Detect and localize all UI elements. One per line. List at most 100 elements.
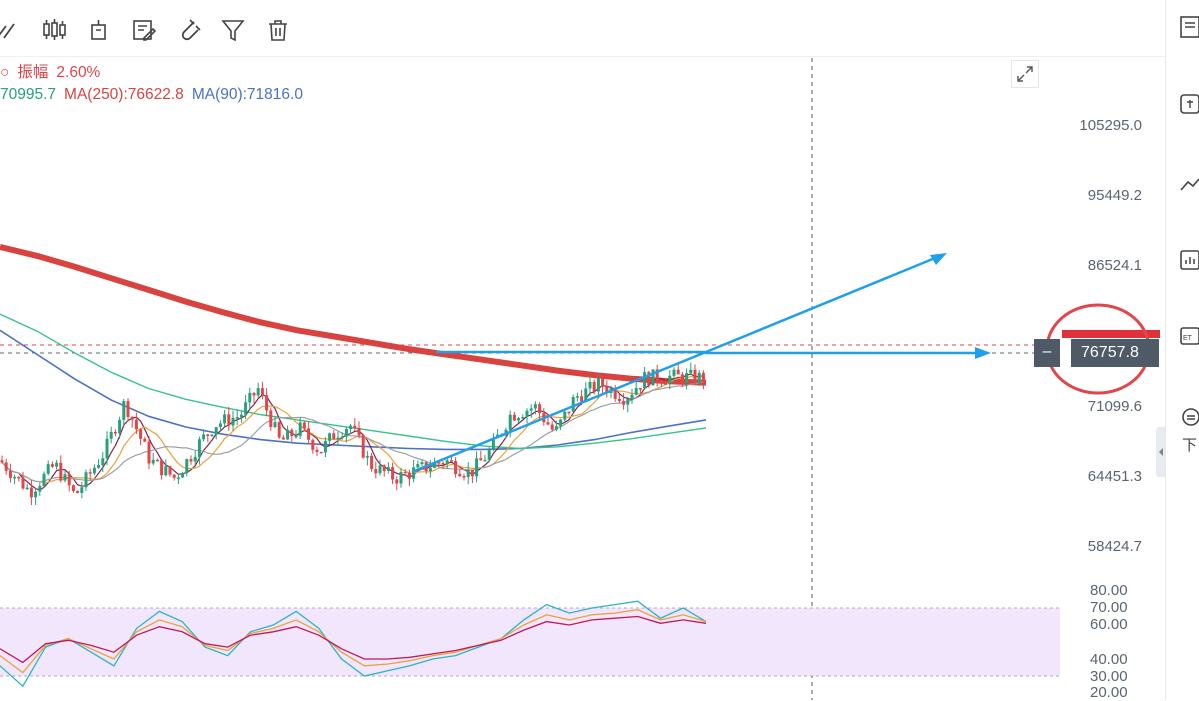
- y-tick-label: 86524.1: [1087, 257, 1142, 274]
- candle: [491, 433, 495, 452]
- ma250-label: MA(250):76622.8: [64, 86, 184, 103]
- trend-line-tool-icon[interactable]: [0, 16, 22, 44]
- document-icon[interactable]: [1178, 14, 1199, 40]
- candle: [512, 411, 516, 422]
- candle: [302, 421, 306, 432]
- candle: [298, 417, 302, 440]
- support-trendline: [411, 350, 707, 474]
- candle-type-icon[interactable]: [40, 16, 68, 44]
- candle: [59, 455, 63, 483]
- rsi-tick-label: 20.00: [1090, 684, 1128, 701]
- candle: [483, 454, 487, 462]
- candle: [613, 384, 617, 402]
- candle: [391, 462, 395, 485]
- svg-text:ET: ET: [1183, 335, 1193, 342]
- candle: [214, 426, 218, 440]
- candle: [525, 408, 529, 424]
- rsi-tick-label: 80.00: [1090, 582, 1128, 599]
- y-tick-label: 64451.3: [1087, 468, 1142, 485]
- panel-collapse-handle[interactable]: [1156, 427, 1166, 477]
- candle: [668, 370, 672, 390]
- candle: [256, 382, 260, 399]
- candle: [269, 407, 273, 431]
- etf-icon[interactable]: ET: [1178, 323, 1199, 349]
- candle: [647, 370, 651, 388]
- candle: [202, 429, 206, 442]
- candle: [101, 452, 105, 472]
- download-icon[interactable]: [1178, 405, 1199, 431]
- wallet-icon[interactable]: [1178, 90, 1199, 116]
- ma-line-ma90: [0, 329, 707, 451]
- candle: [521, 414, 525, 419]
- candle: [84, 469, 88, 491]
- rsi-line-rsi24: [0, 615, 707, 664]
- candle: [63, 470, 67, 483]
- candle: [617, 394, 621, 403]
- delete-icon[interactable]: [264, 16, 292, 44]
- candle: [626, 396, 630, 413]
- candle: [265, 388, 269, 417]
- candle: [248, 387, 252, 410]
- price-highlight-bar: [1062, 330, 1160, 338]
- candle: [109, 426, 113, 444]
- info-line-1: ○ 振幅 2.60%: [0, 60, 108, 82]
- candle: [55, 459, 59, 470]
- candle: [244, 395, 248, 420]
- candle: [227, 407, 231, 431]
- candle: [672, 367, 676, 383]
- amplitude-label: 振幅: [17, 64, 49, 81]
- chart-icon[interactable]: [1178, 170, 1199, 196]
- stats-icon[interactable]: [1178, 247, 1199, 273]
- candle: [130, 416, 134, 428]
- candle: [487, 447, 491, 463]
- rsi-band: [0, 608, 1060, 676]
- candle: [701, 370, 705, 390]
- candle: [693, 364, 697, 386]
- horizontal-arrow-head: [975, 347, 991, 359]
- candle: [416, 460, 420, 469]
- candle: [8, 463, 12, 483]
- candle: [13, 474, 17, 485]
- candle: [67, 470, 71, 492]
- candle: [185, 458, 189, 477]
- candle: [475, 451, 479, 483]
- candle: [584, 382, 588, 403]
- candle: [122, 398, 126, 428]
- candle: [664, 379, 668, 385]
- y-tick-label: 95449.2: [1087, 187, 1142, 204]
- price-tag-handle[interactable]: –: [1034, 339, 1060, 367]
- candle: [126, 398, 130, 422]
- candle: [458, 468, 462, 477]
- candle: [189, 455, 193, 465]
- candle: [29, 480, 33, 506]
- candle: [118, 416, 122, 439]
- candle: [370, 452, 374, 472]
- rsi-tick-label: 70.00: [1090, 599, 1128, 616]
- candle: [105, 431, 109, 466]
- candle: [323, 437, 327, 457]
- candle: [25, 483, 29, 490]
- candle: [164, 459, 168, 477]
- candle: [143, 436, 147, 442]
- right-side-panel: ET 下: [1165, 0, 1199, 700]
- candle: [517, 416, 521, 424]
- candle: [676, 364, 680, 375]
- magnet-icon[interactable]: [174, 16, 202, 44]
- candle: [181, 471, 185, 478]
- filter-icon[interactable]: [219, 16, 247, 44]
- candle: [357, 421, 361, 439]
- breakout-arrow-line: [705, 254, 941, 354]
- fullscreen-icon[interactable]: [1011, 60, 1039, 88]
- candle: [197, 436, 201, 465]
- indicator-icon[interactable]: [85, 16, 113, 44]
- edit-icon[interactable]: [130, 16, 158, 44]
- candle: [155, 458, 159, 462]
- right-panel-partial-label: 下: [1182, 437, 1198, 454]
- candle: [634, 381, 638, 396]
- candle: [4, 458, 8, 475]
- candle: [336, 431, 340, 447]
- amplitude-value: 2.60%: [56, 64, 101, 81]
- candle: [17, 476, 21, 482]
